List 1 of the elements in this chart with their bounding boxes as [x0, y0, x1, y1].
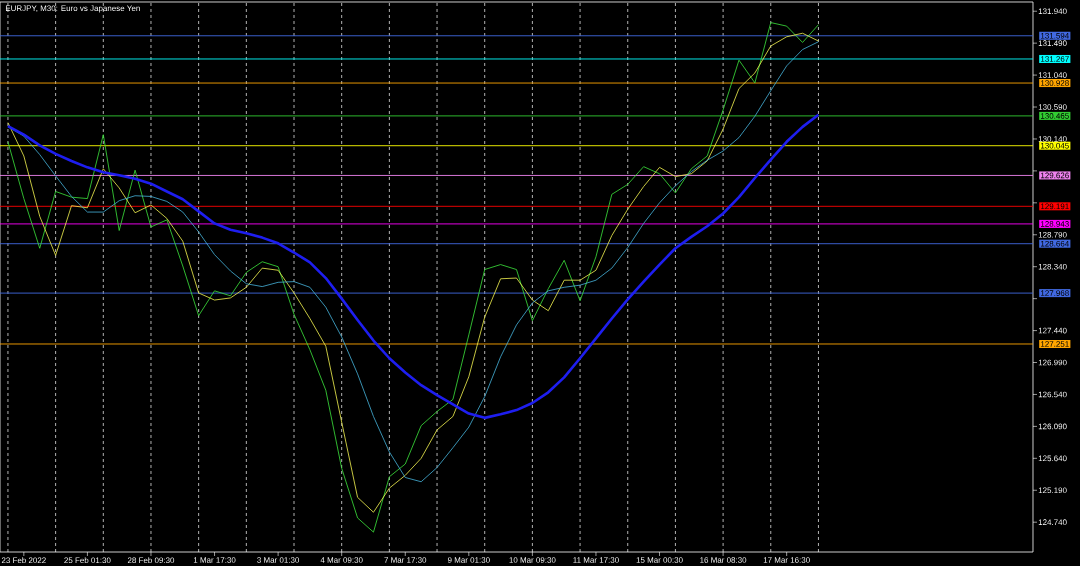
- line-series: [6, 113, 820, 420]
